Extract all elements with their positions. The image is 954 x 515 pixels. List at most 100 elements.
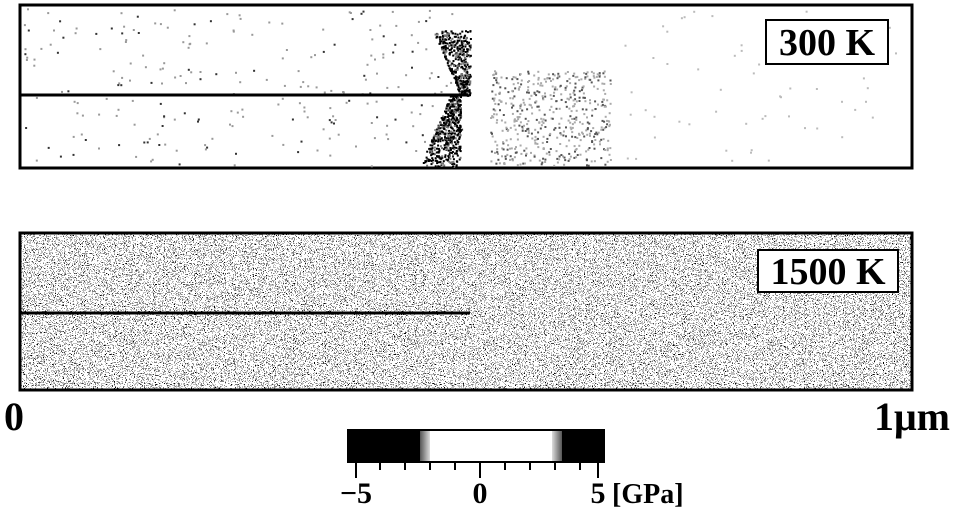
dot xyxy=(504,87,507,90)
dot xyxy=(454,108,457,111)
dot xyxy=(495,121,498,124)
dot xyxy=(570,110,573,113)
dot xyxy=(456,64,459,67)
dot xyxy=(449,141,452,144)
dot xyxy=(460,66,463,69)
dot xyxy=(456,47,459,50)
dot xyxy=(445,84,448,87)
dot xyxy=(585,150,588,153)
dot xyxy=(451,62,454,65)
dot xyxy=(865,100,867,103)
dot xyxy=(556,157,559,160)
dot xyxy=(500,119,503,122)
dot xyxy=(816,127,819,130)
dot xyxy=(560,98,563,101)
dot xyxy=(458,99,460,102)
dot xyxy=(604,115,607,118)
dot xyxy=(574,150,576,153)
dot xyxy=(444,116,447,119)
dot xyxy=(348,11,351,14)
dot xyxy=(460,35,463,38)
dot xyxy=(666,30,669,33)
dot xyxy=(576,137,579,139)
dot xyxy=(455,146,458,149)
dot xyxy=(534,128,537,131)
dot xyxy=(448,60,451,63)
dot xyxy=(469,92,472,95)
dot xyxy=(458,83,461,86)
axis-end: 1μm xyxy=(874,394,950,439)
dot xyxy=(185,82,187,85)
dot xyxy=(496,148,499,151)
dot xyxy=(558,126,561,129)
dot xyxy=(593,85,596,88)
dot xyxy=(453,125,456,127)
dot xyxy=(442,51,445,54)
dot xyxy=(447,135,450,138)
dot xyxy=(460,86,463,89)
dot xyxy=(600,138,603,141)
dot xyxy=(505,102,507,105)
dot xyxy=(447,59,450,62)
dot xyxy=(459,116,462,119)
dot xyxy=(469,38,472,40)
dot xyxy=(440,162,443,165)
dot xyxy=(458,89,460,92)
dot xyxy=(159,68,162,71)
dot xyxy=(448,67,451,70)
dot xyxy=(442,31,445,34)
dot xyxy=(555,100,558,103)
dot xyxy=(580,89,583,92)
dot xyxy=(544,161,547,163)
dot xyxy=(446,143,449,146)
dot xyxy=(459,126,462,128)
dot xyxy=(438,36,441,39)
dot xyxy=(841,100,843,103)
dot xyxy=(451,117,454,120)
dot xyxy=(439,160,442,163)
dot xyxy=(462,50,465,53)
dot xyxy=(190,71,193,74)
dot xyxy=(788,115,790,118)
dot xyxy=(349,12,352,14)
dot xyxy=(27,29,30,32)
dot xyxy=(453,165,456,168)
dot xyxy=(449,100,452,103)
dot xyxy=(449,118,452,121)
dot xyxy=(491,97,494,100)
dot xyxy=(450,30,453,33)
dot xyxy=(560,93,563,96)
dot xyxy=(351,18,354,21)
dot xyxy=(456,154,459,157)
dot xyxy=(560,117,563,120)
dot xyxy=(493,97,496,100)
dot xyxy=(564,101,567,104)
dot xyxy=(428,9,431,12)
dot xyxy=(516,138,519,141)
dot xyxy=(463,48,465,51)
dot xyxy=(226,13,229,16)
dot xyxy=(603,70,606,73)
dot xyxy=(459,124,462,127)
dot xyxy=(522,162,525,165)
dot xyxy=(448,52,451,55)
dot xyxy=(105,97,108,100)
dot xyxy=(497,153,499,155)
dot xyxy=(466,62,469,65)
dot xyxy=(463,85,466,88)
dot xyxy=(537,146,540,149)
dot xyxy=(457,53,460,56)
dot xyxy=(462,54,465,57)
dot xyxy=(449,68,452,71)
dot xyxy=(466,63,469,66)
dot xyxy=(565,135,567,138)
dot xyxy=(429,151,432,154)
dot xyxy=(440,137,443,140)
dot xyxy=(463,40,466,43)
dot xyxy=(460,58,463,61)
dot xyxy=(540,163,543,166)
dot xyxy=(509,158,511,161)
dot xyxy=(382,53,385,56)
dot xyxy=(464,74,467,77)
dot xyxy=(589,102,592,105)
